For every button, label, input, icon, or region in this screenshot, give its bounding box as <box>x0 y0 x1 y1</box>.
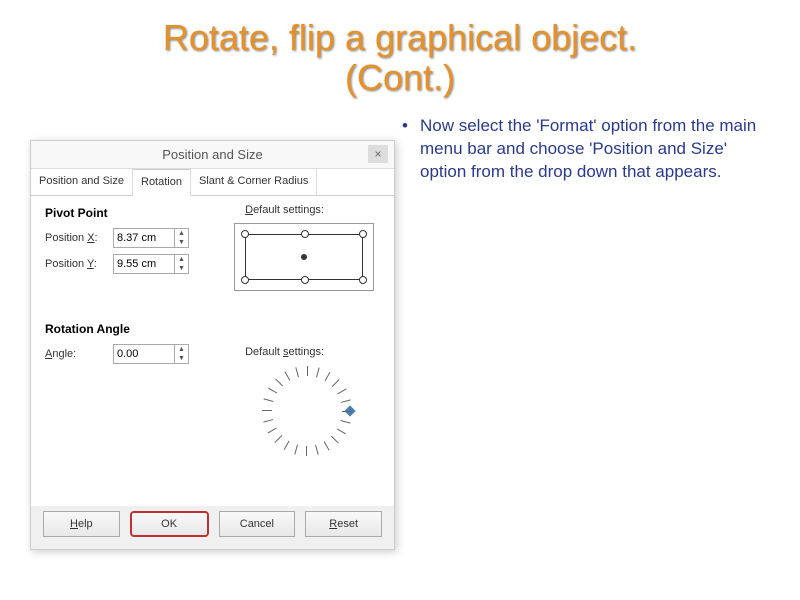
tab-slant-corner[interactable]: Slant & Corner Radius <box>191 169 317 195</box>
title-line2: (Cont.) <box>0 58 800 98</box>
rotation-dial[interactable] <box>262 366 352 456</box>
rotation-section: Rotation Angle Angle: ▲▼ <box>45 322 380 364</box>
slide-title: Rotate, flip a graphical object. (Cont.) <box>0 0 800 97</box>
close-icon[interactable]: × <box>368 145 388 163</box>
dialog-tabs: Position and Size Rotation Slant & Corne… <box>31 169 394 196</box>
dialog-body: Pivot Point Position X: ▲▼ Position Y: ▲… <box>31 196 394 506</box>
pivot-default-label: Default settings: <box>245 204 324 216</box>
cancel-button[interactable]: Cancel <box>219 511 296 537</box>
help-button[interactable]: Help <box>43 511 120 537</box>
pivot-section-label: Pivot Point <box>45 206 380 220</box>
dialog-title: Position and Size <box>162 147 262 162</box>
pivot-preview[interactable] <box>234 223 374 291</box>
title-line1: Rotate, flip a graphical object. <box>0 18 800 58</box>
angle-row: Angle: ▲▼ <box>45 344 380 364</box>
dialog-titlebar: Position and Size × <box>31 141 394 169</box>
tab-rotation[interactable]: Rotation <box>133 169 191 196</box>
rotation-default-label: Default settings: <box>245 346 324 358</box>
position-y-label: Position Y: <box>45 258 113 270</box>
position-y-input[interactable] <box>113 254 175 274</box>
rotation-section-label: Rotation Angle <box>45 322 380 336</box>
angle-label: Angle: <box>45 348 113 360</box>
position-x-label: Position X: <box>45 232 113 244</box>
angle-input[interactable] <box>113 344 175 364</box>
angle-spinner[interactable]: ▲▼ <box>175 344 189 364</box>
position-x-input[interactable] <box>113 228 175 248</box>
reset-button[interactable]: Reset <box>305 511 382 537</box>
tab-position-size[interactable]: Position and Size <box>31 169 133 195</box>
dialog-buttons: Help OK Cancel Reset <box>43 511 382 537</box>
position-x-spinner[interactable]: ▲▼ <box>175 228 189 248</box>
position-size-dialog: Position and Size × Position and Size Ro… <box>30 140 395 550</box>
ok-button[interactable]: OK <box>130 511 209 537</box>
instruction-text: Now select the 'Format' option from the … <box>420 115 770 184</box>
position-y-spinner[interactable]: ▲▼ <box>175 254 189 274</box>
